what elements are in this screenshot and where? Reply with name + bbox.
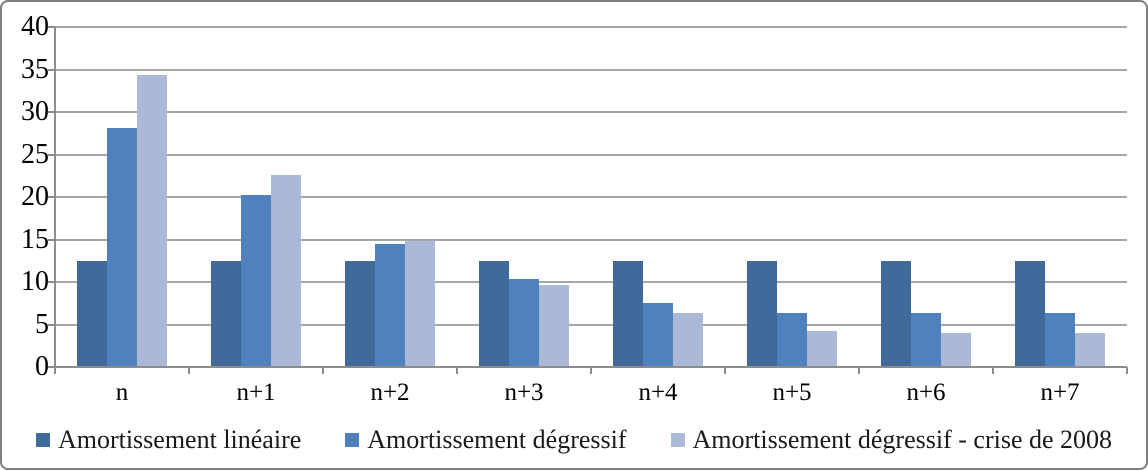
y-axis-tick-label: 35 [21,53,49,85]
y-axis-tick-label: 15 [21,223,49,255]
y-tick-mark [48,196,55,198]
bar-amortissement-dégressif---crise-de-2008 [539,284,569,367]
x-tick-mark [858,367,860,374]
legend-item: Amortissement dégressif - crise de 2008 [670,425,1113,454]
x-tick-mark [992,367,994,374]
gridline [55,111,1127,113]
x-tick-mark [188,367,190,374]
y-axis-tick-label: 5 [35,308,49,340]
x-axis-tick-label: n [115,379,129,406]
bar-amortissement-dégressif [107,128,137,367]
legend-label: Amortissement dégressif [367,425,627,454]
legend-swatch-icon [345,433,360,447]
bar-amortissement-dégressif---crise-de-2008 [941,333,971,367]
bar-amortissement-linéaire [1015,260,1045,367]
chart-legend: Amortissement linéaire Amortissement dégr… [2,426,1146,454]
bar-amortissement-dégressif [777,312,807,367]
bar-amortissement-dégressif---crise-de-2008 [1075,333,1105,367]
x-tick-mark [456,367,458,374]
y-axis-tick-label: 25 [21,138,49,170]
y-tick-mark [48,26,55,28]
y-tick-mark [48,68,55,71]
y-axis-tick-label: 40 [21,11,49,42]
legend-item: Amortissement linéaire [35,425,302,454]
legend-swatch-icon [35,433,50,447]
y-tick-mark [48,323,55,326]
gridline [55,26,1127,28]
gridline [55,323,1127,326]
x-tick-mark [1126,367,1128,374]
y-tick-mark [48,366,55,368]
y-tick-mark [48,238,55,241]
x-axis-tick-label: n+3 [504,379,544,406]
y-axis-tick-label: 30 [21,96,49,127]
y-tick-mark [48,153,55,156]
bar-amortissement-linéaire [747,260,777,367]
bar-amortissement-dégressif [1045,312,1075,367]
legend-swatch-icon [670,433,685,447]
bar-amortissement-linéaire [479,260,509,367]
x-tick-mark [322,367,324,374]
gridline [55,153,1127,156]
bar-amortissement-linéaire [77,260,107,367]
gridline [55,281,1127,283]
bar-amortissement-dégressif [643,303,673,367]
bar-amortissement-dégressif---crise-de-2008 [271,174,301,367]
x-axis-tick-label: n+6 [906,379,946,406]
bar-amortissement-linéaire [613,260,643,367]
y-axis-tick-label: 0 [35,351,49,382]
gridline [55,68,1127,71]
gridline [55,238,1127,241]
x-axis-tick-label: n+7 [1040,379,1080,406]
bar-amortissement-dégressif [375,243,405,367]
bar-amortissement-dégressif [509,278,539,367]
bar-amortissement-dégressif---crise-de-2008 [807,331,837,367]
gridline [55,196,1127,198]
legend-label: Amortissement dégressif - crise de 2008 [692,425,1113,454]
x-axis-tick-label: n+4 [638,379,678,406]
x-axis-tick-label: n+5 [772,379,812,406]
y-tick-mark [48,281,55,283]
y-axis-tick-label: 10 [21,266,49,297]
x-tick-mark [724,367,726,374]
y-axis-tick-label: 20 [21,181,49,212]
bar-amortissement-linéaire [345,260,375,367]
bar-amortissement-linéaire [881,260,911,367]
y-tick-mark [48,111,55,113]
legend-item: Amortissement dégressif [345,425,627,454]
bar-amortissement-dégressif [241,195,271,367]
x-axis-line [55,366,1127,368]
bar-amortissement-linéaire [211,260,241,367]
x-axis-tick-label: n+1 [236,379,276,406]
x-axis-tick-label: n+2 [370,379,410,406]
x-tick-mark [590,367,592,374]
legend-label: Amortissement linéaire [57,425,302,454]
bar-amortissement-dégressif---crise-de-2008 [673,312,703,367]
y-axis-line [54,27,56,374]
bar-amortissement-dégressif---crise-de-2008 [137,74,167,367]
bar-amortissement-dégressif---crise-de-2008 [405,241,435,367]
bar-amortissement-dégressif [911,312,941,367]
